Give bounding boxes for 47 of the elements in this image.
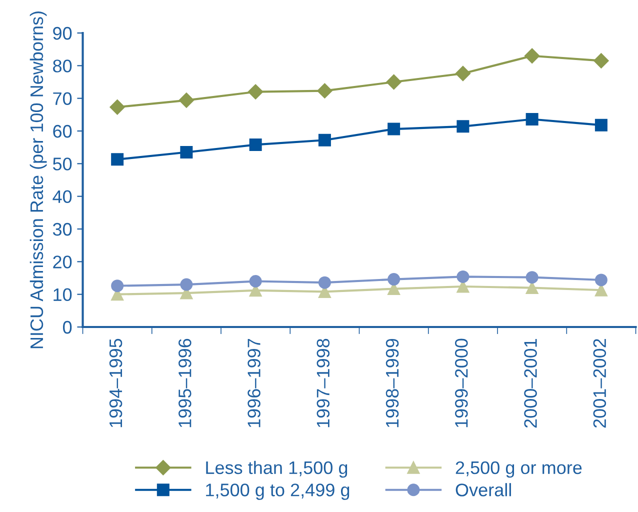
point: [111, 153, 124, 166]
point: [318, 134, 331, 146]
legend-label: Overall: [456, 483, 511, 496]
point: [594, 53, 609, 68]
point: [455, 66, 471, 82]
point: [180, 146, 193, 158]
point: [178, 92, 194, 108]
legend-label: Less than 1,500 g: [206, 460, 348, 478]
x-tick-label: 2001–2002: [593, 339, 606, 428]
point: [249, 138, 262, 151]
point: [386, 74, 402, 90]
x-tick-label: 1996–1997: [248, 339, 260, 428]
x-tick-label: 2000–2001: [524, 338, 537, 428]
point: [456, 270, 470, 283]
x-tick-label: 1999–2000: [455, 338, 468, 428]
y-tick-label: 10: [54, 288, 72, 302]
point: [456, 120, 470, 133]
x-tick-label: 1995–1996: [178, 338, 192, 428]
point: [388, 273, 400, 286]
point: [111, 280, 124, 292]
point: [249, 275, 262, 288]
y-tick-label: 60: [53, 124, 72, 138]
x-tick-label: 1998–1999: [386, 338, 399, 428]
x-tick-label: 1997–1998: [316, 338, 330, 428]
point: [594, 118, 608, 132]
point: [248, 84, 264, 100]
legend-label: 1,500 g to 2,499 g: [206, 484, 350, 500]
y-axis-title: NICU Admission Rate (per 100 Newborns): [30, 12, 47, 348]
y-tick-label: 30: [52, 222, 72, 236]
point: [110, 100, 125, 115]
x-tick-label: 1994–1995: [109, 338, 122, 428]
point: [180, 278, 193, 291]
y-tick-label: 50: [52, 158, 72, 170]
y-tick-label: 90: [53, 26, 72, 40]
point: [388, 122, 400, 136]
point: [526, 112, 538, 126]
point: [317, 83, 332, 98]
point: [594, 274, 608, 286]
y-tick-label: 20: [53, 256, 72, 268]
y-tick-label: 80: [53, 60, 72, 72]
y-tick-label: 0: [63, 320, 72, 334]
point: [524, 48, 540, 64]
point: [526, 271, 538, 284]
point: [318, 276, 331, 289]
y-tick-label: 40: [52, 190, 72, 204]
legend-label: 2,500 g or more: [456, 461, 582, 478]
y-tick-label: 70: [53, 92, 72, 106]
